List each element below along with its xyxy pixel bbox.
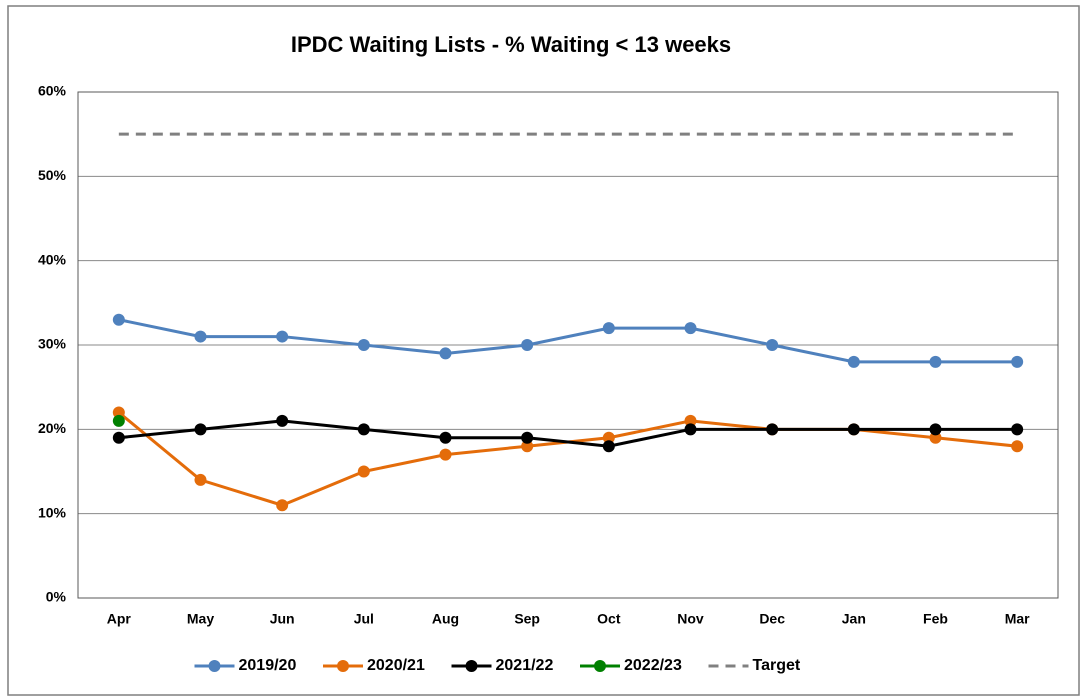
y-tick-label: 60% bbox=[38, 83, 67, 99]
x-tick-label: Apr bbox=[107, 611, 132, 627]
data-point bbox=[847, 355, 860, 368]
x-tick-label: Jun bbox=[270, 611, 295, 627]
data-point bbox=[276, 414, 289, 427]
x-tick-label: Oct bbox=[597, 611, 621, 627]
data-point bbox=[194, 473, 207, 486]
legend-label: 2020/21 bbox=[367, 657, 425, 674]
data-point bbox=[521, 440, 534, 453]
legend-marker bbox=[465, 660, 478, 672]
legend-marker bbox=[594, 660, 606, 672]
data-point bbox=[357, 423, 370, 436]
data-point bbox=[766, 423, 779, 436]
data-point bbox=[1011, 423, 1024, 436]
legend-label: 2019/20 bbox=[239, 657, 297, 674]
chart-title: IPDC Waiting Lists - % Waiting < 13 week… bbox=[291, 32, 731, 57]
data-point bbox=[112, 431, 125, 444]
data-point bbox=[357, 465, 370, 478]
data-point bbox=[602, 322, 615, 335]
x-tick-label: Mar bbox=[1005, 611, 1030, 627]
data-point bbox=[194, 423, 207, 436]
x-tick-label: Feb bbox=[923, 611, 948, 627]
y-tick-label: 40% bbox=[38, 251, 67, 267]
legend-label: 2021/22 bbox=[496, 657, 554, 674]
data-point bbox=[439, 347, 452, 360]
y-tick-label: 30% bbox=[38, 336, 67, 352]
data-point bbox=[521, 431, 534, 444]
data-point bbox=[684, 423, 697, 436]
legend-label: 2022/23 bbox=[624, 657, 682, 674]
data-point bbox=[357, 339, 370, 351]
data-point bbox=[602, 431, 615, 444]
data-point bbox=[1011, 355, 1024, 368]
data-point bbox=[929, 355, 942, 368]
data-point bbox=[276, 330, 289, 343]
data-point bbox=[684, 414, 697, 427]
x-tick-label: Sep bbox=[514, 611, 540, 627]
y-tick-label: 20% bbox=[38, 420, 67, 436]
legend-marker bbox=[208, 660, 221, 672]
data-point bbox=[112, 406, 125, 419]
y-tick-label: 50% bbox=[38, 167, 67, 183]
data-point bbox=[766, 339, 779, 351]
series-line bbox=[118, 318, 1018, 364]
y-tick-label: 0% bbox=[46, 589, 67, 605]
data-point bbox=[929, 431, 942, 444]
data-point bbox=[847, 423, 860, 436]
legend-label: Target bbox=[753, 657, 801, 674]
plot-area bbox=[77, 91, 1059, 599]
data-point bbox=[276, 499, 289, 512]
data-point bbox=[439, 431, 452, 444]
data-point bbox=[194, 330, 207, 343]
x-tick-label: Aug bbox=[432, 611, 459, 627]
data-point bbox=[929, 423, 942, 436]
x-tick-label: Jul bbox=[354, 611, 374, 627]
x-tick-label: Jan bbox=[842, 611, 866, 627]
series-line bbox=[118, 419, 1018, 448]
chart-frame bbox=[7, 5, 1080, 696]
data-point bbox=[521, 339, 534, 351]
x-tick-label: May bbox=[187, 611, 214, 627]
x-tick-label: Nov bbox=[677, 611, 704, 627]
data-point bbox=[1011, 440, 1024, 453]
data-point bbox=[112, 313, 125, 326]
data-point bbox=[602, 440, 615, 453]
legend-marker bbox=[337, 660, 349, 672]
data-point bbox=[684, 322, 697, 335]
data-point bbox=[112, 414, 125, 427]
y-tick-label: 10% bbox=[38, 504, 67, 520]
x-tick-label: Dec bbox=[759, 611, 785, 627]
data-point bbox=[439, 448, 452, 461]
